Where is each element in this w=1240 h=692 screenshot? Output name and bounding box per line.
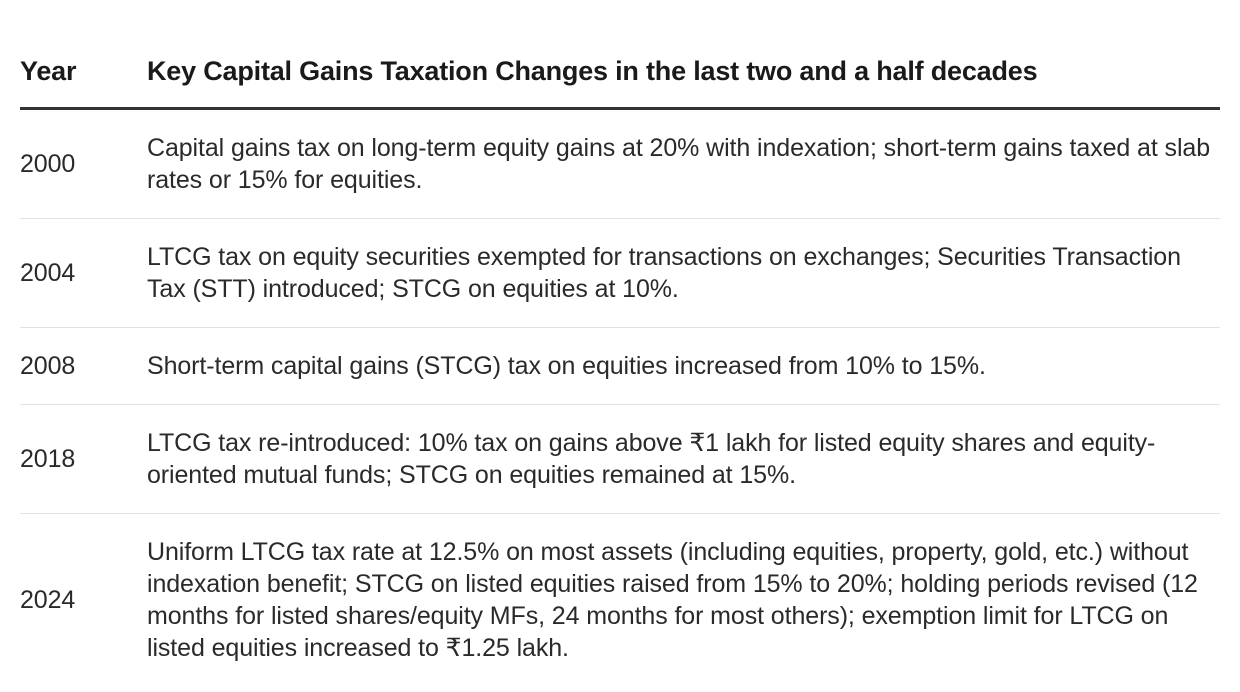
- row-year: 2008: [20, 327, 147, 405]
- header-row: Year Key Capital Gains Taxation Changes …: [20, 48, 1220, 110]
- table-header: Year Key Capital Gains Taxation Changes …: [20, 48, 1220, 110]
- row-year: 2000: [20, 108, 147, 219]
- row-change: Short-term capital gains (STCG) tax on e…: [147, 327, 1220, 405]
- table-row: 2004 LTCG tax on equity securities exemp…: [20, 218, 1220, 328]
- capital-gains-table: Year Key Capital Gains Taxation Changes …: [20, 48, 1220, 686]
- row-change: LTCG tax re-introduced: 10% tax on gains…: [147, 404, 1220, 514]
- year-column-header: Year: [20, 48, 147, 110]
- row-change: LTCG tax on equity securities exempted f…: [147, 218, 1220, 328]
- table-row: 2018 LTCG tax re-introduced: 10% tax on …: [20, 404, 1220, 514]
- capital-gains-table-container: Year Key Capital Gains Taxation Changes …: [20, 48, 1220, 686]
- row-change: Uniform LTCG tax rate at 12.5% on most a…: [147, 538, 1198, 662]
- row-year: 2018: [20, 404, 147, 514]
- table-body: 2000 Capital gains tax on long-term equi…: [20, 108, 1220, 687]
- change-column-header: Key Capital Gains Taxation Changes in th…: [147, 48, 1220, 110]
- row-year: 2024: [20, 586, 76, 614]
- row-year: 2004: [20, 218, 147, 328]
- table-row: 2000 Capital gains tax on long-term equi…: [20, 108, 1220, 219]
- table-row: 2024 Uniform LTCG tax rate at 12.5% on m…: [20, 514, 1220, 687]
- row-change: Capital gains tax on long-term equity ga…: [147, 108, 1220, 219]
- table-row: 2008 Short-term capital gains (STCG) tax…: [20, 327, 1220, 405]
